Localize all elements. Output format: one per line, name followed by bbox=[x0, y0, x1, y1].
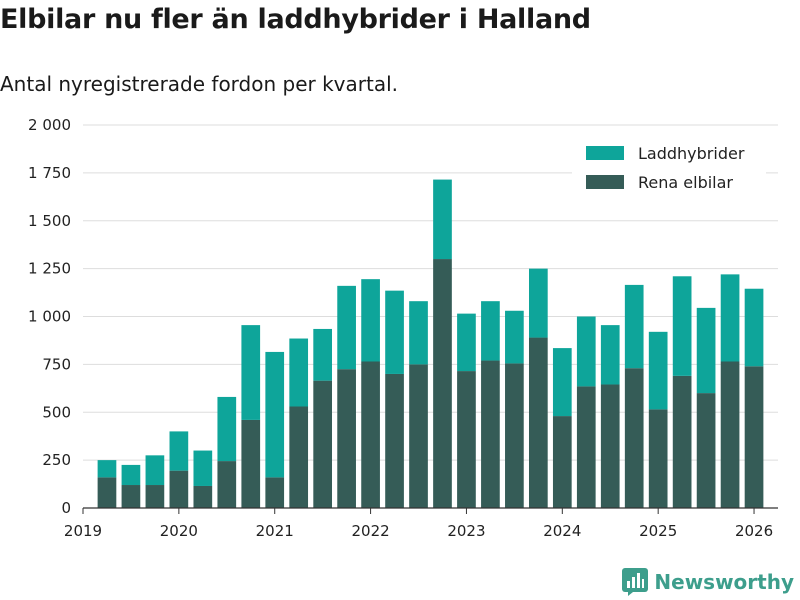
x-tick-label: 2019 bbox=[64, 522, 102, 540]
bar-rena-elbilar bbox=[241, 419, 261, 508]
y-tick-label: 1 750 bbox=[28, 164, 71, 182]
bar-laddhybrider bbox=[672, 276, 692, 376]
bar-rena-elbilar bbox=[385, 373, 404, 508]
bar-rena-elbilar bbox=[720, 361, 740, 508]
chart-title: Elbilar nu fler än laddhybrider i Hallan… bbox=[0, 4, 591, 35]
bar-rena-elbilar bbox=[313, 380, 333, 508]
bar-rena-elbilar bbox=[696, 393, 716, 508]
bar-laddhybrider bbox=[265, 351, 285, 478]
bar-laddhybrider bbox=[241, 325, 261, 420]
bar-laddhybrider bbox=[385, 290, 404, 374]
legend: Laddhybrider Rena elbilar bbox=[572, 138, 766, 200]
bar-laddhybrider bbox=[720, 274, 740, 362]
bar-laddhybrider bbox=[121, 464, 141, 486]
bar-laddhybrider bbox=[217, 396, 237, 462]
bar-laddhybrider bbox=[505, 310, 524, 364]
bar-rena-elbilar bbox=[624, 368, 644, 508]
x-tick-label: 2023 bbox=[447, 522, 485, 540]
bar-rena-elbilar bbox=[481, 360, 500, 508]
bar-rena-elbilar bbox=[169, 470, 189, 508]
x-tick-label: 2024 bbox=[543, 522, 581, 540]
legend-label-laddhybrider: Laddhybrider bbox=[638, 144, 745, 163]
bar-rena-elbilar bbox=[289, 406, 309, 508]
bar-series bbox=[97, 179, 764, 508]
y-tick-label: 250 bbox=[42, 451, 71, 469]
bar-rena-elbilar bbox=[361, 361, 380, 508]
x-tick-label: 2021 bbox=[256, 522, 294, 540]
chart-subtitle: Antal nyregistrerade fordon per kvartal. bbox=[0, 72, 399, 96]
bar-laddhybrider bbox=[409, 301, 428, 365]
x-tick-label: 2025 bbox=[639, 522, 677, 540]
bar-rena-elbilar bbox=[433, 259, 452, 508]
legend-swatch-rena-elbilar bbox=[586, 175, 624, 189]
newsworthy-logo: Newsworthy bbox=[622, 568, 794, 596]
x-tick-label: 2020 bbox=[160, 522, 198, 540]
bar-laddhybrider bbox=[457, 313, 476, 372]
bar-laddhybrider bbox=[289, 338, 309, 407]
bar-rena-elbilar bbox=[337, 369, 356, 508]
bar-rena-elbilar bbox=[648, 409, 668, 508]
bar-laddhybrider bbox=[337, 285, 356, 370]
bar-laddhybrider bbox=[600, 325, 620, 385]
y-tick-label: 1 500 bbox=[28, 212, 71, 230]
logo-text: Newsworthy bbox=[654, 570, 794, 594]
bar-rena-elbilar bbox=[97, 477, 117, 508]
bar-laddhybrider bbox=[481, 301, 500, 361]
bar-rena-elbilar bbox=[600, 384, 620, 508]
y-tick-label: 750 bbox=[42, 355, 71, 373]
y-tick-label: 0 bbox=[61, 499, 71, 517]
bar-laddhybrider bbox=[624, 284, 644, 369]
bar-rena-elbilar bbox=[505, 363, 524, 508]
bar-laddhybrider bbox=[169, 431, 189, 471]
x-axis: 2019 2020 2021 2022 2023 2024 2025 2026 bbox=[64, 507, 778, 540]
bar-rena-elbilar bbox=[193, 485, 213, 508]
bar-laddhybrider bbox=[528, 268, 548, 338]
bar-laddhybrider bbox=[193, 450, 213, 486]
y-tick-label: 1 250 bbox=[28, 260, 71, 278]
bar-laddhybrider bbox=[433, 179, 452, 260]
legend-label-rena-elbilar: Rena elbilar bbox=[638, 173, 733, 192]
bar-rena-elbilar bbox=[457, 371, 476, 508]
bar-rena-elbilar bbox=[217, 461, 237, 508]
bar-laddhybrider bbox=[97, 460, 117, 478]
bar-rena-elbilar bbox=[576, 386, 596, 508]
y-axis: 0 250 500 750 1 000 1 250 1 500 1 750 2 000 bbox=[28, 116, 71, 517]
bar-rena-elbilar bbox=[265, 477, 285, 508]
bar-laddhybrider bbox=[648, 331, 668, 410]
y-tick-label: 2 000 bbox=[28, 116, 71, 134]
bar-laddhybrider bbox=[313, 328, 333, 381]
legend-swatch-laddhybrider bbox=[586, 146, 624, 160]
bar-laddhybrider bbox=[696, 307, 716, 394]
bar-laddhybrider bbox=[744, 288, 764, 367]
bar-rena-elbilar bbox=[121, 485, 141, 508]
x-tick-label: 2022 bbox=[351, 522, 389, 540]
bar-laddhybrider bbox=[361, 279, 380, 362]
y-tick-label: 500 bbox=[42, 403, 71, 421]
bar-chart-icon bbox=[622, 568, 649, 596]
bar-rena-elbilar bbox=[145, 485, 165, 508]
bar-rena-elbilar bbox=[528, 337, 548, 508]
bar-rena-elbilar bbox=[552, 416, 572, 508]
bar-rena-elbilar bbox=[409, 364, 428, 508]
bar-rena-elbilar bbox=[672, 375, 692, 508]
bar-laddhybrider bbox=[145, 455, 165, 486]
y-tick-label: 1 000 bbox=[28, 308, 71, 326]
bar-laddhybrider bbox=[576, 316, 596, 387]
bar-rena-elbilar bbox=[744, 366, 764, 508]
bar-laddhybrider bbox=[552, 348, 572, 417]
x-tick-label: 2026 bbox=[735, 522, 773, 540]
